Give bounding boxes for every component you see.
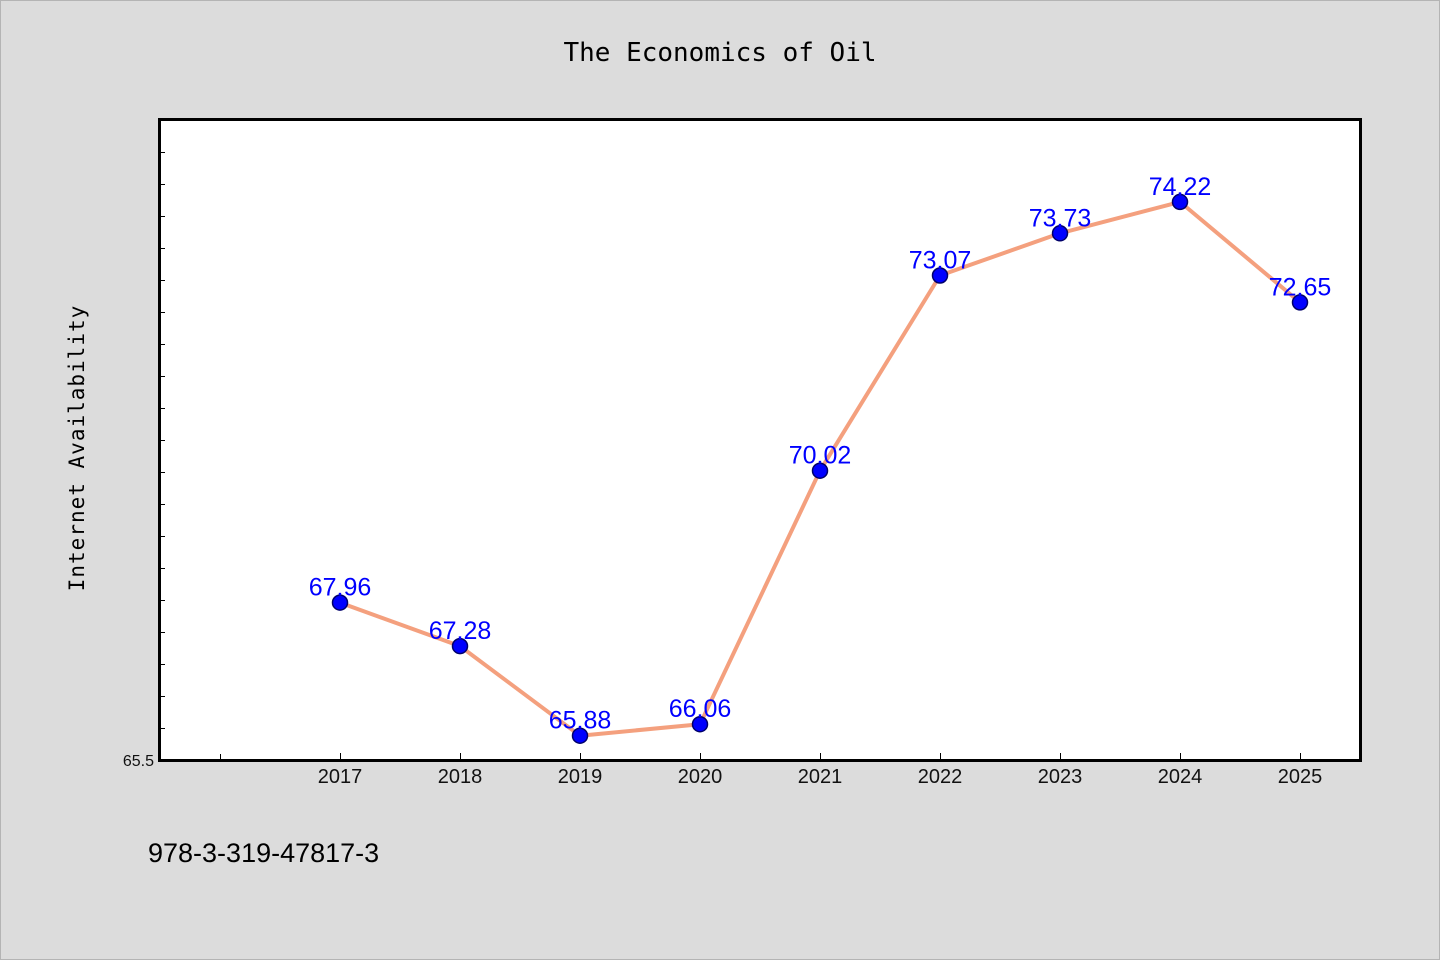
data-point (1051, 225, 1069, 242)
x-tick-label: 2024 (1158, 766, 1203, 788)
data-point (331, 594, 349, 611)
data-label: 73.73 (1029, 204, 1092, 232)
data-label: 65.88 (549, 707, 612, 735)
data-point (691, 715, 709, 733)
x-tick-label: 2022 (918, 766, 963, 788)
x-tick-label: 2023 (1038, 766, 1083, 788)
plot-area (158, 118, 1362, 762)
data-point (1171, 193, 1189, 211)
data-label-group: 67.96 67.28 65.88 66.06 70.02 73.07 73.73 74.22… (309, 173, 1332, 735)
data-point (1291, 294, 1309, 311)
x-tick-label: 2019 (558, 766, 603, 788)
data-point (931, 267, 949, 284)
data-label: 66.06 (669, 695, 732, 723)
x-tick-label: 2018 (438, 766, 483, 788)
x-tick-label: 2017 (318, 766, 363, 788)
x-tick-label: 2021 (798, 766, 843, 788)
data-label: 67.96 (309, 574, 372, 602)
y-axis-label: Internet Availability (65, 305, 89, 592)
x-tick-label: 2025 (1278, 766, 1323, 788)
data-point-group (331, 193, 1309, 744)
y-axis-ticks: 65.5 (123, 120, 165, 770)
data-point (811, 462, 829, 479)
chart-title: The Economics of Oil (563, 38, 876, 68)
data-label: 72.65 (1269, 273, 1332, 301)
data-label: 67.28 (429, 617, 492, 645)
data-point (571, 727, 589, 744)
data-label: 73.07 (909, 247, 972, 275)
data-label: 74.22 (1149, 173, 1212, 201)
data-point (451, 637, 469, 655)
footer-isbn: 978-3-319-47817-3 (148, 838, 379, 868)
x-axis-ticks: 2017 2018 2019 2020 2021 2022 2023 2024 2025 (220, 753, 1323, 788)
y-tick-label: 65.5 (123, 753, 154, 770)
data-label: 70.02 (789, 442, 852, 470)
x-tick-label: 2020 (678, 766, 723, 788)
